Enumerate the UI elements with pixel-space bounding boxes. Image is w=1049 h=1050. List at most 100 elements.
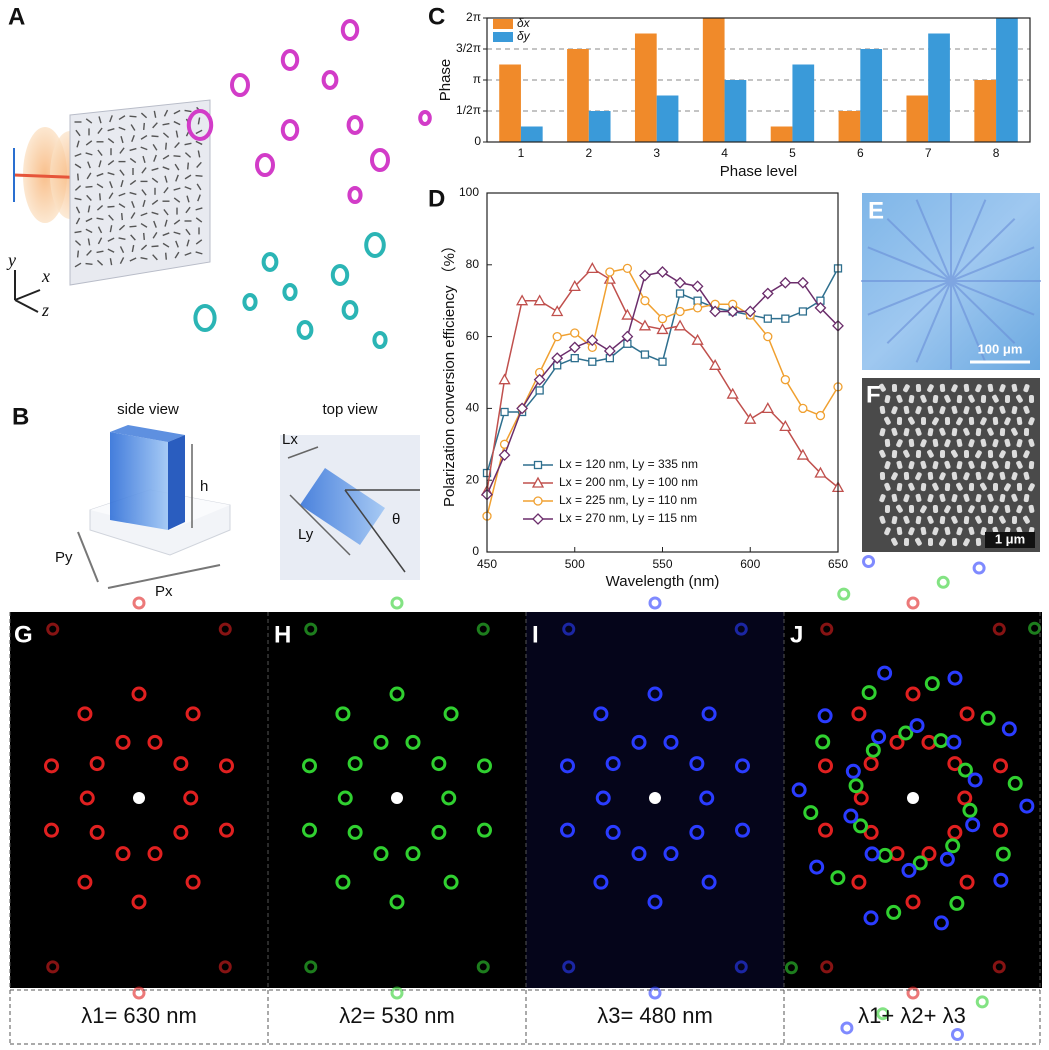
diffraction-spot — [803, 805, 819, 821]
nanopillar — [999, 450, 1006, 459]
diffraction-spot — [335, 874, 351, 890]
nanopillar — [999, 405, 1006, 414]
nanopillar — [162, 242, 170, 248]
marker — [815, 410, 826, 421]
nanopillar — [968, 526, 975, 535]
nanopillar — [197, 117, 201, 125]
nanopillar — [1023, 428, 1030, 437]
nanopillar — [76, 140, 80, 148]
y-tick-label: 3/2π — [456, 41, 481, 55]
y-tick-label: 60 — [466, 329, 480, 343]
nanopillar — [1004, 395, 1011, 404]
nanopillar — [195, 129, 203, 135]
bar — [974, 80, 997, 142]
diffraction-spot — [972, 561, 986, 575]
nanopillar — [75, 129, 81, 137]
nanopillar — [1011, 383, 1018, 392]
nanopillar — [975, 384, 982, 393]
diffraction-spot — [898, 725, 914, 741]
nanopillar — [131, 244, 135, 253]
nanopillar — [85, 185, 93, 188]
diffraction-spot — [89, 824, 105, 840]
nanopillar — [152, 254, 158, 261]
marker — [640, 296, 650, 306]
panel-label: C — [428, 3, 445, 30]
nanopillar — [173, 155, 181, 158]
nanopillar — [908, 482, 915, 491]
nanopillar — [1004, 483, 1011, 492]
nanopillar — [896, 483, 903, 492]
nanopillar — [162, 132, 170, 139]
nanopillar — [85, 262, 93, 265]
diffraction-spot — [218, 622, 232, 636]
nanopillar — [140, 222, 148, 228]
nanopillar — [1011, 406, 1018, 415]
scale-bar-label: 100 μm — [978, 341, 1023, 356]
bar — [724, 80, 747, 142]
caption: λ2= 530 nm — [339, 1003, 455, 1028]
axis-name: y — [6, 250, 16, 270]
marker — [532, 513, 544, 525]
nanopillar — [120, 136, 124, 144]
diffraction-spot — [302, 758, 318, 774]
diffraction-spot — [44, 822, 60, 838]
nanopillar — [75, 217, 81, 225]
marker — [656, 323, 669, 335]
marker — [814, 466, 827, 478]
y-tick-label: 0 — [472, 544, 479, 558]
nanopillar — [879, 515, 886, 524]
nanopillar — [107, 160, 115, 166]
diffraction-spot — [817, 708, 833, 724]
nanopillar — [163, 208, 169, 216]
marker — [798, 403, 808, 414]
nanopillar — [884, 527, 891, 536]
dim-label: Ly — [298, 526, 314, 543]
diffraction-spot — [862, 554, 876, 568]
nanopillar — [891, 493, 898, 502]
nanopillar — [944, 439, 951, 448]
nanopillar — [915, 450, 922, 459]
nanopillar — [932, 527, 939, 536]
diffraction-spot — [949, 895, 965, 911]
diffraction-spot — [906, 596, 920, 610]
diffraction-spot — [115, 734, 131, 750]
nanopillar — [1011, 516, 1018, 525]
nanopillar — [1028, 394, 1035, 403]
diffraction-spot — [905, 686, 921, 702]
view-label: side view — [117, 401, 179, 418]
nanopillar — [85, 217, 93, 223]
nanopillar — [975, 471, 982, 480]
nanopillar — [915, 427, 922, 436]
diffraction-spot — [820, 960, 834, 974]
nanopillar — [975, 405, 982, 414]
x-tick-label: 450 — [477, 557, 497, 571]
diffraction-spot — [431, 756, 447, 772]
nanopillar — [131, 134, 135, 143]
nanopillar — [956, 504, 963, 513]
nanopillar — [987, 472, 994, 481]
nanopillar — [980, 482, 987, 491]
nanopillar — [74, 185, 82, 191]
nanopillar — [130, 234, 136, 241]
nanopillar — [896, 460, 903, 469]
nanopillar — [142, 232, 146, 240]
nanopillar — [896, 504, 903, 513]
nanopillar — [980, 527, 987, 536]
nanopillar — [107, 237, 115, 242]
nanopillar — [1016, 505, 1023, 514]
diffraction-spot — [950, 1028, 964, 1042]
nanopillar — [884, 438, 891, 447]
nanopillar — [939, 450, 946, 459]
diffraction-spot — [843, 808, 859, 824]
nanopillar — [164, 219, 168, 227]
nanopillar — [174, 163, 180, 171]
nanopillar — [963, 406, 970, 415]
nanopillar — [184, 142, 192, 146]
nanopillar — [185, 228, 191, 236]
nanopillar — [968, 483, 975, 492]
diffraction-spot — [837, 587, 851, 601]
light-ring — [186, 109, 214, 141]
nanopillar — [920, 526, 927, 535]
nanopillar — [97, 149, 103, 157]
diffraction-spot — [443, 874, 459, 890]
